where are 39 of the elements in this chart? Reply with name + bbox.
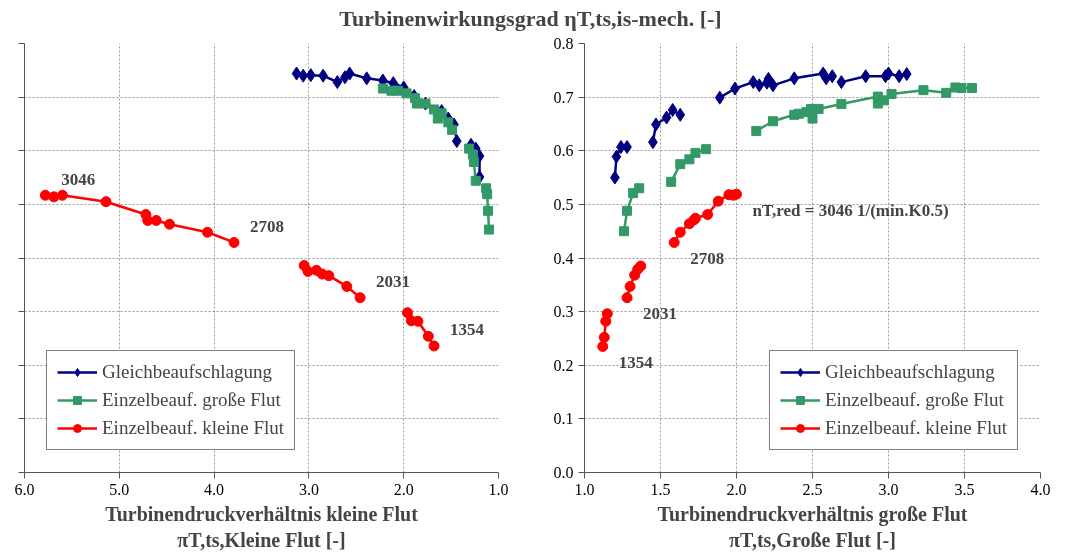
annotation: 2031 bbox=[643, 304, 678, 324]
annotation: 1354 bbox=[450, 320, 485, 340]
x-tick-label: 1.0 bbox=[488, 480, 509, 498]
legend-label: Einzelbeauf. große Flut bbox=[824, 389, 1004, 411]
x-tick-label: 3.0 bbox=[878, 480, 899, 498]
x-tick-label: 2.5 bbox=[802, 480, 823, 498]
chart-title: Turbinenwirkungsgrad ηT,ts,is-mech. [-] bbox=[339, 6, 722, 31]
y-tick-label: 0.4 bbox=[553, 249, 574, 267]
y-tick-label: 0.3 bbox=[553, 303, 574, 321]
legend-label: Einzelbeauf. kleine Flut bbox=[824, 417, 1007, 439]
x-tick-label: 3.0 bbox=[298, 480, 319, 498]
x-tick-label: 2.0 bbox=[726, 480, 747, 498]
annotation: 2708 bbox=[250, 216, 285, 236]
x-tick-label: 1.0 bbox=[574, 480, 595, 498]
legend-label: Gleichbeaufschlagung bbox=[824, 361, 995, 383]
y-tick-label: 0.0 bbox=[553, 464, 574, 481]
legend-label: Gleichbeaufschlagung bbox=[102, 361, 272, 383]
x-tick-label: 4.0 bbox=[1030, 480, 1051, 498]
annotation: nT,red = 3046 1/(min.K0.5) bbox=[752, 200, 949, 220]
y-tick-label: 0.1 bbox=[553, 410, 574, 428]
x-tick-label: 6.0 bbox=[14, 480, 35, 498]
legend-label: Einzelbeauf. große Flut bbox=[102, 389, 281, 411]
x-tick-label: 3.5 bbox=[954, 480, 975, 498]
x-tick-label: 4.0 bbox=[204, 480, 225, 498]
y-tick-label: 0.2 bbox=[553, 356, 574, 374]
x-tick-label: 1.5 bbox=[650, 480, 671, 498]
x-tick-label: 5.0 bbox=[109, 480, 130, 498]
annotation: 3046 bbox=[61, 169, 96, 189]
x-axis-title: Turbinendruckverhältnis große Flut πT,ts,Große Flut [-] bbox=[657, 502, 968, 551]
annotation: 1354 bbox=[618, 352, 654, 372]
annotation: 2708 bbox=[690, 248, 725, 268]
annotation: 2031 bbox=[376, 272, 411, 292]
y-tick-label: 0.5 bbox=[553, 195, 574, 213]
y-tick-label: 0.6 bbox=[553, 142, 574, 160]
y-tick-label: 0.8 bbox=[553, 35, 574, 52]
y-tick-label: 0.7 bbox=[553, 88, 574, 106]
x-tick-label: 2.0 bbox=[393, 480, 414, 498]
x-axis-title: Turbinendruckverhältnis kleine Flut πT,ts,Kleine Flut [-] bbox=[105, 502, 419, 551]
legend-label: Einzelbeauf. kleine Flut bbox=[102, 417, 285, 439]
